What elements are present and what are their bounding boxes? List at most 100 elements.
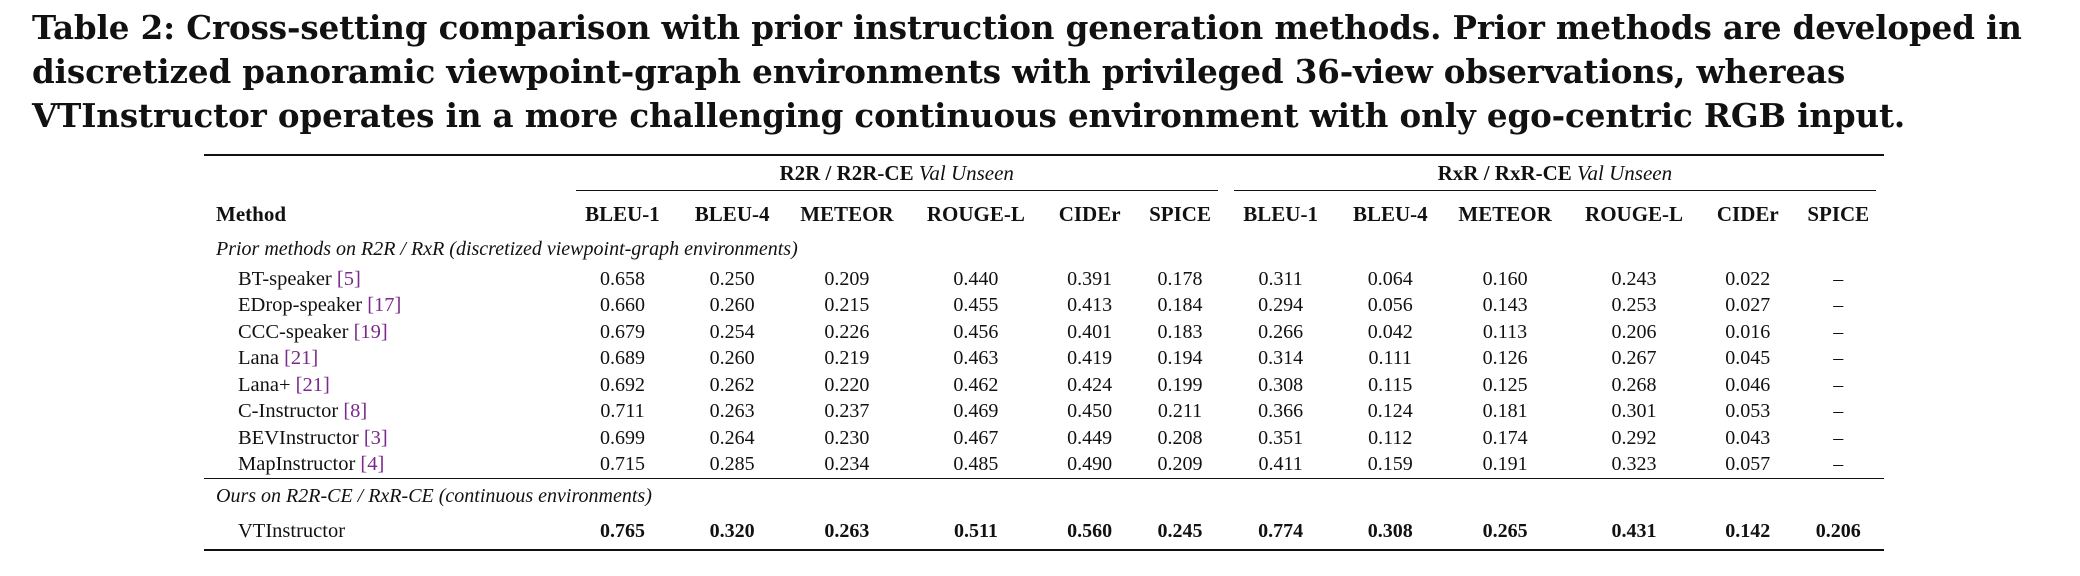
metric-value-cell: 0.237 xyxy=(824,400,870,423)
metric-value-cell: 0.046 xyxy=(1725,373,1771,396)
metric-value-cell: 0.111 xyxy=(1368,347,1413,370)
method-name: BT-speaker xyxy=(238,267,337,290)
column-header-metric: BLEU-1 xyxy=(585,201,660,226)
citation-link[interactable]: [21] xyxy=(284,347,319,370)
metric-value-cell: 0.181 xyxy=(1482,400,1528,423)
citation-link[interactable]: [21] xyxy=(295,373,330,396)
citation-link[interactable]: [8] xyxy=(343,400,368,423)
metric-value-cell: 0.022 xyxy=(1725,267,1771,290)
table-row: EDrop-speaker [17] 0.660 0.260 0.215 0.455 0.… xyxy=(204,293,1884,320)
group-split: Val Unseen xyxy=(918,161,1014,185)
metric-value-cell: – xyxy=(1833,453,1844,476)
citation-link[interactable]: [19] xyxy=(353,320,388,343)
metric-value-cell: 0.660 xyxy=(599,294,645,317)
metric-value-cell: – xyxy=(1833,294,1844,317)
metric-value-cell: – xyxy=(1833,373,1844,396)
metric-value-cell: 0.254 xyxy=(709,320,755,343)
metric-value-cell: 0.463 xyxy=(953,347,999,370)
column-header-metric: CIDEr xyxy=(1716,201,1779,226)
metric-value-cell: – xyxy=(1833,320,1844,343)
metric-value-cell: 0.183 xyxy=(1157,320,1203,343)
metric-value-cell: 0.308 xyxy=(1258,373,1304,396)
results-table: R2R / R2R-CE Val Unseen RxR / RxR-CE Val… xyxy=(204,154,1884,551)
metric-value-cell: 0.467 xyxy=(953,426,999,449)
metric-value-cell: 0.230 xyxy=(824,426,870,449)
method-name-cell: BT-speaker [5] xyxy=(204,266,568,293)
metric-value-cell: 0.264 xyxy=(709,426,755,449)
section-header-row: Prior methods on R2R / RxR (discretized … xyxy=(204,232,1884,266)
metric-value-cell: 0.211 xyxy=(1157,400,1203,423)
results-table-container: R2R / R2R-CE Val Unseen RxR / RxR-CE Val… xyxy=(204,154,1884,551)
method-name: CCC-speaker xyxy=(238,320,354,343)
metric-value-cell: 0.411 xyxy=(1258,453,1303,476)
metric-value-cell: 0.043 xyxy=(1725,426,1771,449)
group-header-row: R2R / R2R-CE Val Unseen RxR / RxR-CE Val… xyxy=(204,155,1884,196)
metric-value-cell: 0.413 xyxy=(1067,294,1113,317)
metric-value-cell: 0.260 xyxy=(709,294,755,317)
metric-value-cell: 0.178 xyxy=(1157,267,1203,290)
metric-value-cell: 0.199 xyxy=(1157,373,1203,396)
metric-value-cell: 0.142 xyxy=(1725,519,1771,542)
metric-value-cell: 0.679 xyxy=(599,320,645,343)
method-name: VTInstructor xyxy=(238,519,346,542)
metric-value-cell: 0.209 xyxy=(1157,453,1203,476)
metric-value-cell: 0.455 xyxy=(953,294,999,317)
metric-value-cell: 0.267 xyxy=(1611,347,1657,370)
group-split: Val Unseen xyxy=(1577,161,1673,185)
metric-value-cell: 0.265 xyxy=(1482,519,1528,542)
method-name: Lana xyxy=(238,347,285,370)
section-title: Prior methods on R2R / RxR (discretized … xyxy=(216,237,798,260)
metric-value-cell: 0.391 xyxy=(1067,267,1113,290)
table-row: BT-speaker [5] 0.658 0.250 0.209 0.440 0.391 0… xyxy=(204,266,1884,293)
metric-value-cell: 0.511 xyxy=(953,519,998,542)
metric-value-cell: 0.184 xyxy=(1157,294,1203,317)
metric-value-cell: 0.715 xyxy=(599,453,645,476)
method-name-cell: BEVInstructor [3] xyxy=(204,425,568,452)
group-name: RxR / RxR-CE xyxy=(1437,161,1572,185)
metric-value-cell: 0.208 xyxy=(1157,426,1203,449)
metric-value-cell: 0.209 xyxy=(824,267,870,290)
metric-value-cell: 0.292 xyxy=(1611,426,1657,449)
metric-value-cell: 0.689 xyxy=(599,347,645,370)
table-row: CCC-speaker [19] 0.679 0.254 0.226 0.456 0.40… xyxy=(204,319,1884,346)
method-name-cell: CCC-speaker [19] xyxy=(204,319,568,346)
method-name: BEVInstructor xyxy=(238,426,364,449)
metric-value-cell: 0.431 xyxy=(1611,519,1657,542)
metric-value-cell: 0.174 xyxy=(1482,426,1528,449)
metric-value-cell: 0.113 xyxy=(1482,320,1528,343)
table-row: MapInstructor [4] 0.715 0.285 0.234 0.485 0.4… xyxy=(204,452,1884,479)
citation-link[interactable]: [17] xyxy=(367,294,402,317)
citation-link[interactable]: [5] xyxy=(336,267,361,290)
metric-value-cell: 0.262 xyxy=(709,373,755,396)
metric-value-cell: 0.401 xyxy=(1067,320,1113,343)
metric-value-cell: 0.045 xyxy=(1725,347,1771,370)
method-name: C-Instructor xyxy=(238,400,344,423)
metric-value-cell: 0.016 xyxy=(1725,320,1771,343)
metric-value-cell: 0.366 xyxy=(1258,400,1304,423)
metric-value-cell: 0.234 xyxy=(824,453,870,476)
section-header-row: Ours on R2R-CE / RxR-CE (continuous envi… xyxy=(204,478,1884,513)
group-header-spacer xyxy=(204,155,568,196)
metric-value-cell: 0.314 xyxy=(1258,347,1304,370)
group-underline xyxy=(575,190,1218,191)
metric-value-cell: 0.485 xyxy=(953,453,999,476)
metric-value-cell: 0.490 xyxy=(1067,453,1113,476)
metric-value-cell: 0.160 xyxy=(1482,267,1528,290)
citation-link[interactable]: [4] xyxy=(360,453,385,476)
metric-value-cell: 0.064 xyxy=(1367,267,1413,290)
metric-value-cell: 0.220 xyxy=(824,373,870,396)
metric-value-cell: 0.250 xyxy=(709,267,755,290)
group-underline xyxy=(1233,190,1876,191)
method-name-cell: MapInstructor [4] xyxy=(204,452,568,479)
table-row: BEVInstructor [3] 0.699 0.264 0.230 0.467 0.4… xyxy=(204,425,1884,452)
metric-value-cell: 0.226 xyxy=(824,320,870,343)
column-header-metric: METEOR xyxy=(800,201,894,226)
table-row: Lana+ [21] 0.692 0.262 0.220 0.462 0.424 0.199… xyxy=(204,372,1884,399)
metric-value-cell: 0.263 xyxy=(824,519,870,542)
metric-value-cell: 0.206 xyxy=(1611,320,1657,343)
metric-value-cell: 0.440 xyxy=(953,267,999,290)
citation-link[interactable]: [3] xyxy=(363,426,388,449)
column-header-metric: BLEU-1 xyxy=(1243,201,1318,226)
metric-value-cell: 0.263 xyxy=(709,400,755,423)
metric-value-cell: 0.320 xyxy=(709,519,755,542)
